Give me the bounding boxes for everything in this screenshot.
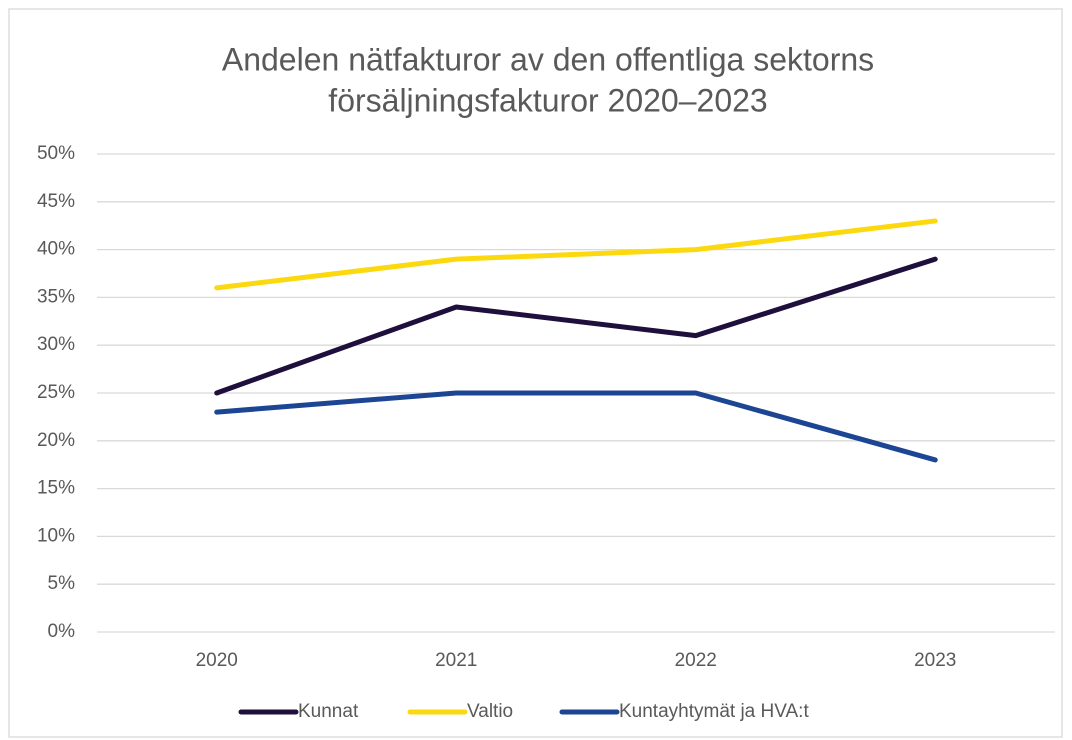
x-tick-label: 2021 (435, 650, 477, 671)
chart-border (8, 8, 1063, 738)
y-tick-label: 30% (37, 334, 75, 355)
data-line (214, 218, 938, 291)
legend-label: Kunnat (298, 701, 359, 722)
chart-title: försäljningsfakturor 2020–2023 (328, 82, 767, 118)
legend-label: Kuntayhtymät ja HVA:t (619, 701, 809, 722)
y-tick-label: 45% (37, 191, 75, 212)
data-line (214, 256, 938, 396)
x-tick-label: 2020 (196, 650, 238, 671)
x-tick-label: 2022 (675, 650, 717, 671)
y-tick-label: 5% (48, 573, 76, 594)
legend-label: Valtio (467, 701, 513, 722)
x-tick-label: 2023 (914, 650, 956, 671)
y-tick-label: 10% (37, 525, 75, 546)
y-tick-label: 25% (37, 382, 75, 403)
y-tick-label: 20% (37, 430, 75, 451)
y-tick-label: 35% (37, 286, 75, 307)
data-line (214, 390, 938, 463)
chart-title: Andelen nätfakturor av den offentliga se… (222, 41, 874, 77)
y-tick-label: 0% (48, 621, 76, 642)
y-tick-label: 50% (37, 143, 75, 164)
y-tick-label: 15% (37, 478, 75, 499)
y-tick-label: 40% (37, 239, 75, 260)
